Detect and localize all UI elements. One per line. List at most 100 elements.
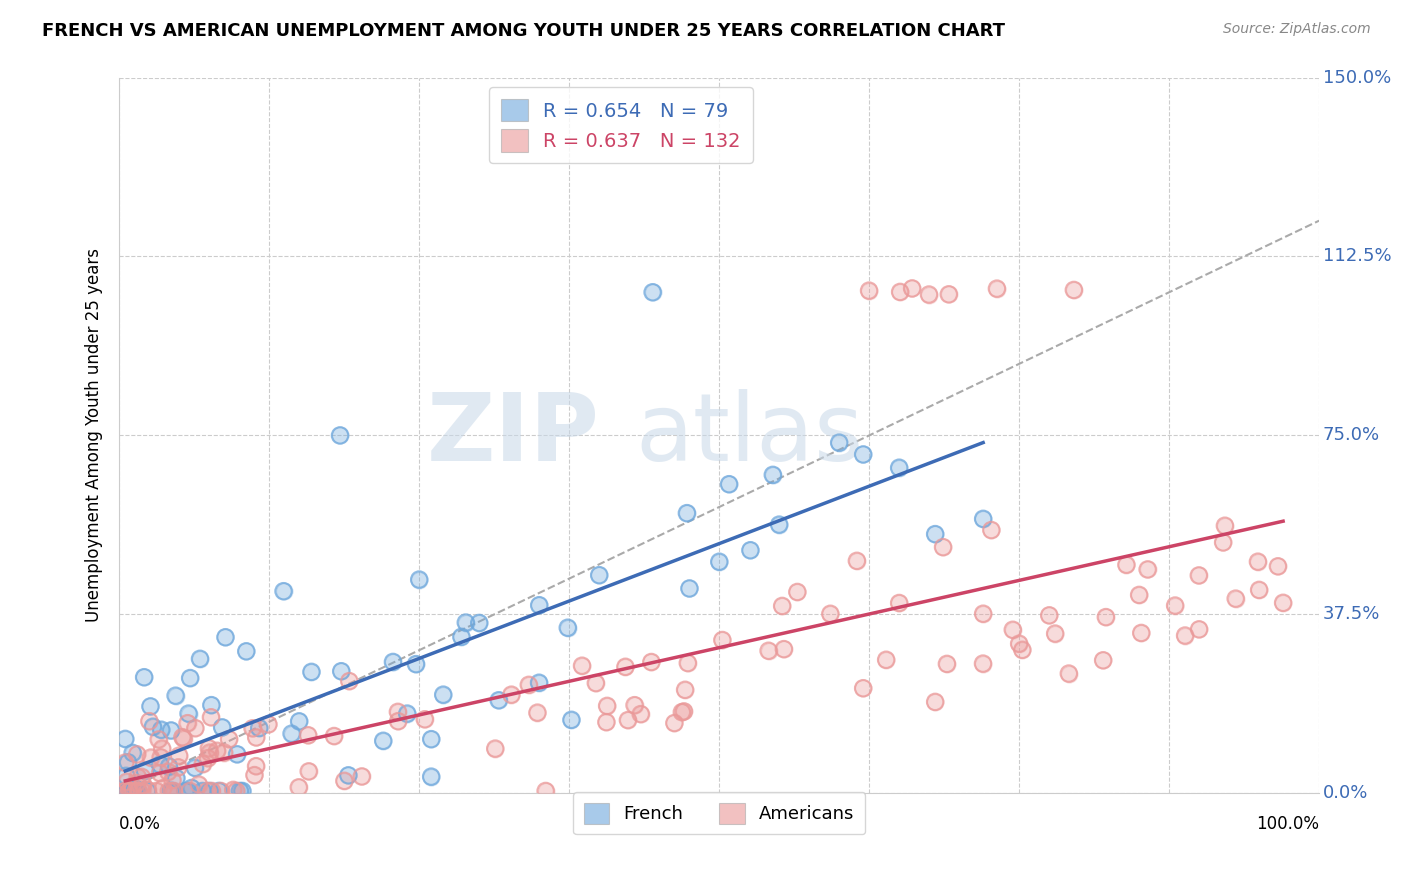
Point (226, 747, 249, 762)
Point (1115, 558, 1137, 572)
Point (488, 693, 510, 707)
Point (1043, 626, 1066, 640)
Point (935, 657, 957, 671)
Point (117, 756, 139, 770)
Point (1136, 562, 1159, 576)
Point (273, 584, 295, 599)
Point (200, 698, 222, 713)
Point (114, 784, 136, 798)
Point (614, 660, 637, 674)
Point (134, 670, 156, 684)
Point (114, 731, 136, 746)
Point (901, 281, 924, 295)
Point (711, 632, 734, 647)
Point (127, 770, 149, 784)
Point (772, 642, 794, 657)
Point (225, 784, 247, 798)
Point (770, 599, 793, 613)
Text: atlas: atlas (636, 390, 863, 482)
Point (980, 523, 1002, 537)
Point (162, 784, 184, 798)
Point (209, 784, 232, 798)
Point (115, 784, 138, 798)
Point (165, 771, 187, 785)
Point (1247, 555, 1270, 569)
Point (163, 784, 186, 798)
Point (184, 761, 207, 775)
Point (938, 287, 960, 301)
Point (387, 714, 409, 728)
Point (396, 706, 419, 721)
Point (280, 726, 302, 740)
Point (288, 714, 311, 729)
Point (114, 731, 136, 746)
Point (350, 769, 373, 783)
Point (1130, 626, 1153, 640)
Point (405, 657, 427, 672)
Point (329, 428, 352, 442)
Point (770, 599, 793, 613)
Point (571, 658, 593, 673)
Point (337, 768, 360, 782)
Point (450, 630, 472, 644)
Point (1247, 555, 1270, 569)
Point (488, 693, 510, 707)
Point (1001, 623, 1024, 637)
Point (468, 615, 491, 630)
Point (828, 435, 851, 450)
Point (596, 698, 619, 713)
Point (1212, 535, 1234, 549)
Point (1225, 591, 1247, 606)
Point (972, 512, 994, 526)
Point (454, 615, 477, 630)
Point (118, 784, 141, 798)
Point (180, 780, 202, 795)
Point (115, 769, 138, 783)
Point (200, 710, 222, 724)
Text: FRENCH VS AMERICAN UNEMPLOYMENT AMONG YOUTH UNDER 25 YEARS CORRELATION CHART: FRENCH VS AMERICAN UNEMPLOYMENT AMONG YO… (42, 22, 1005, 40)
Point (1001, 623, 1024, 637)
Point (1213, 518, 1236, 533)
Point (875, 653, 897, 667)
Point (1164, 599, 1187, 613)
Point (501, 688, 523, 702)
Point (740, 543, 762, 558)
Point (673, 682, 696, 697)
Point (640, 655, 662, 669)
Point (247, 721, 270, 735)
Point (148, 732, 170, 747)
Point (114, 784, 136, 798)
Point (191, 784, 214, 798)
Point (527, 675, 550, 690)
Point (245, 731, 267, 745)
Point (484, 741, 506, 756)
Point (180, 780, 202, 795)
Point (179, 784, 201, 798)
Point (468, 615, 491, 630)
Point (235, 644, 257, 658)
Legend: French, Americans: French, Americans (574, 792, 866, 834)
Point (1043, 626, 1066, 640)
Point (432, 688, 454, 702)
Point (1213, 518, 1236, 533)
Point (420, 732, 443, 747)
Point (337, 674, 360, 689)
Point (786, 585, 808, 599)
Point (396, 706, 419, 721)
Point (1092, 653, 1115, 667)
Point (176, 784, 198, 798)
Point (676, 656, 699, 670)
Point (932, 540, 955, 554)
Point (160, 723, 183, 738)
Point (630, 707, 652, 722)
Point (972, 657, 994, 671)
Point (1136, 562, 1159, 576)
Point (167, 748, 190, 763)
Point (1063, 283, 1085, 297)
Point (162, 773, 184, 788)
Point (205, 744, 228, 758)
Point (222, 782, 245, 797)
Point (145, 784, 167, 798)
Point (198, 741, 221, 756)
Point (125, 776, 148, 790)
